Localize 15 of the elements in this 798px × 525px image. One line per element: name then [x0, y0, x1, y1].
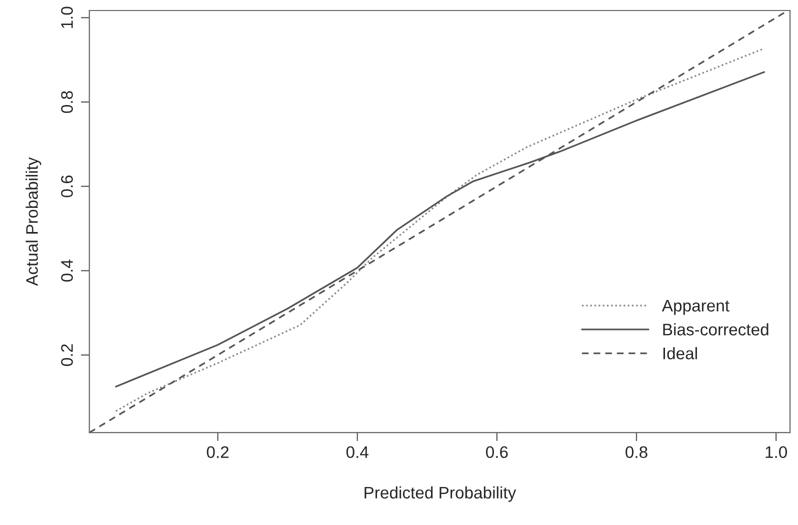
y-tick-label: 0.4 — [61, 260, 73, 282]
x-tick-label: 0.8 — [626, 446, 648, 458]
y-tick-label: 0.8 — [61, 91, 73, 113]
x-tick-label: 0.4 — [346, 446, 368, 458]
x-tick-label: 1.0 — [766, 446, 787, 458]
x-tick-label: 0.2 — [206, 446, 229, 458]
legend-label: Ideal — [663, 347, 697, 360]
x-tick-label: 0.6 — [486, 446, 508, 458]
y-tick-label: 0.6 — [61, 175, 73, 198]
y-tick-label: 1.0 — [61, 6, 73, 28]
y-tick-label: 0.2 — [61, 344, 73, 366]
legend-label: Apparent — [662, 300, 730, 315]
y-axis-title: Actual Probability — [26, 157, 42, 286]
x-axis-title: Predicted Probability — [364, 486, 516, 502]
legend-label: Bias-corrected — [663, 323, 768, 336]
